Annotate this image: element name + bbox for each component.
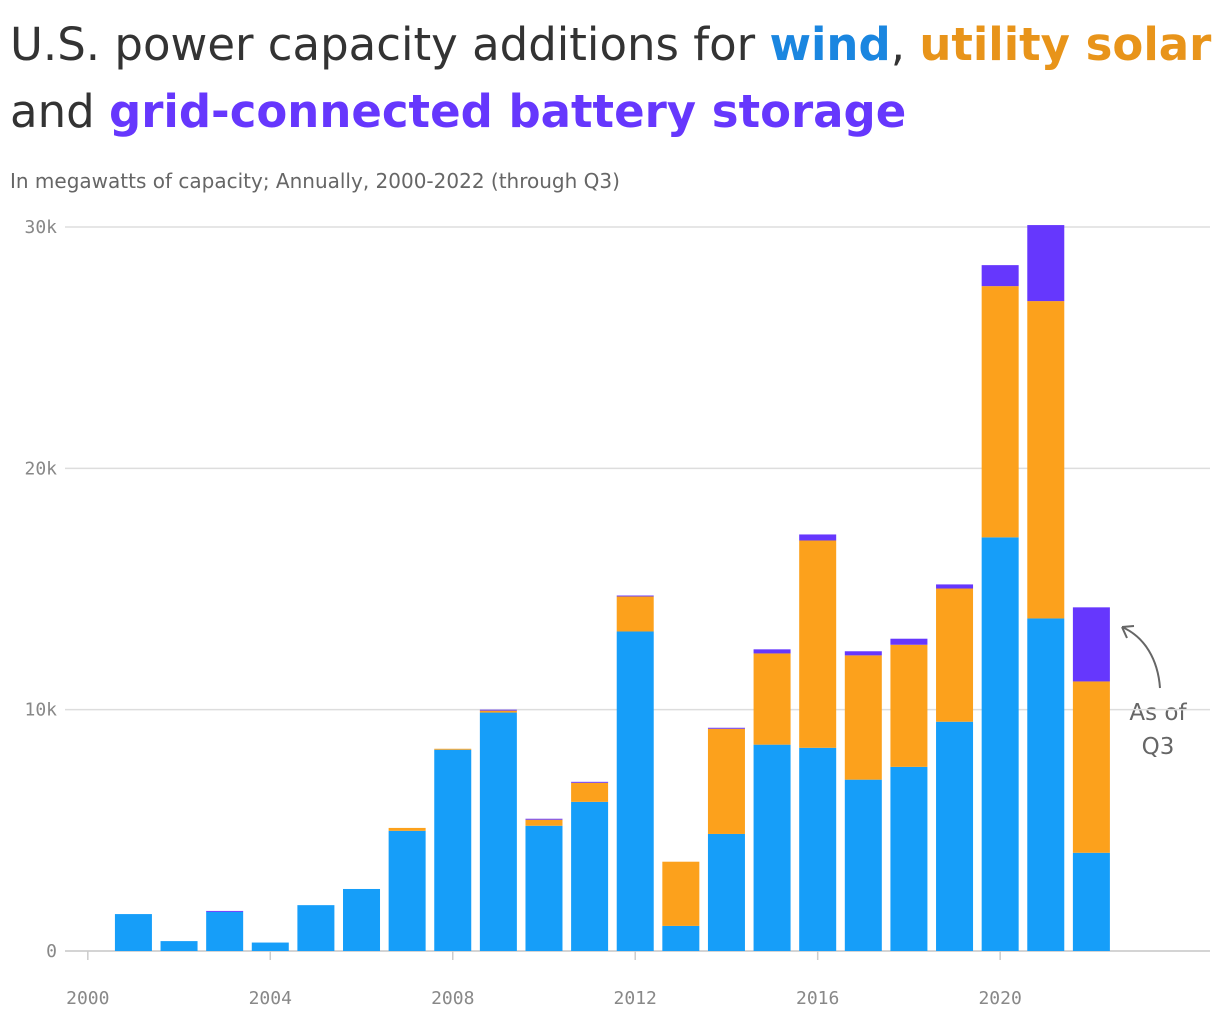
annotation: Q3 — [1142, 734, 1175, 760]
bar-segment — [525, 825, 563, 951]
y-tick-label: 30k — [24, 217, 57, 238]
title-text: , — [891, 18, 905, 71]
bar-segment — [662, 925, 700, 951]
bar-segment — [616, 595, 654, 597]
legend-entry: wind — [769, 18, 890, 71]
bar-segment — [1072, 681, 1110, 853]
bar-segment — [981, 265, 1019, 287]
bar-segment — [844, 779, 882, 951]
bar-segment — [114, 914, 152, 951]
y-tick-label: 10k — [24, 700, 57, 721]
x-tick-label: 2016 — [796, 988, 839, 1009]
bar-segment — [434, 748, 472, 750]
bar-segment — [707, 728, 745, 834]
bar-segment — [388, 827, 426, 831]
bar-segment — [525, 819, 563, 826]
bar-segment — [251, 942, 289, 951]
chart-title: and grid-connected battery storage — [10, 85, 906, 138]
x-tick-label: 2008 — [431, 988, 474, 1009]
bar-segment — [844, 655, 882, 780]
bar-segment — [616, 596, 654, 632]
x-tick-label: 2020 — [978, 988, 1021, 1009]
bar-segment — [799, 540, 837, 748]
bar-segment — [206, 910, 244, 912]
bar-segment — [799, 747, 837, 951]
bar-segment — [1027, 225, 1065, 302]
bar-segment — [616, 631, 654, 951]
y-tick-label: 20k — [24, 458, 57, 479]
chart-title: U.S. power capacity additions for wind, … — [10, 18, 1212, 71]
bar-segment — [388, 830, 426, 951]
bar-segment — [1072, 852, 1110, 951]
bar-segment — [479, 709, 517, 711]
bar-segment — [936, 588, 974, 722]
bar-segment — [707, 727, 745, 729]
bar-segment — [753, 653, 791, 745]
bar-segment — [1027, 301, 1065, 619]
bar-segment — [890, 638, 928, 645]
bar-segment — [707, 833, 745, 951]
x-tick-label: 2012 — [614, 988, 657, 1009]
y-tick-label: 0 — [46, 941, 57, 962]
bar-segment — [479, 712, 517, 951]
bar-segment — [799, 534, 837, 541]
bar-segment — [844, 651, 882, 656]
bar-segment — [434, 749, 472, 951]
legend-entry: utility solar — [919, 18, 1212, 71]
bar-segment — [160, 941, 198, 951]
bar-segment — [981, 286, 1019, 538]
bar-segment — [571, 801, 609, 951]
bar-segment — [1072, 607, 1110, 682]
bar-segment — [936, 584, 974, 589]
annotation: As of — [1129, 700, 1187, 726]
bar-segment — [343, 888, 381, 951]
bar-segment — [981, 537, 1019, 951]
bar-segment — [571, 782, 609, 802]
title-text: U.S. power capacity additions for — [10, 18, 756, 71]
bar-segment — [571, 781, 609, 783]
annotation-arrow — [1121, 625, 1161, 689]
chart-subtitle: In megawatts of capacity; Annually, 2000… — [10, 169, 620, 193]
bar-segment — [1027, 618, 1065, 951]
bar-segment — [890, 766, 928, 951]
bar-segment — [936, 721, 974, 951]
bar-segment — [479, 710, 517, 713]
x-tick-label: 2000 — [66, 988, 109, 1009]
bar-segment — [662, 861, 700, 926]
bar-segment — [206, 911, 244, 951]
bar-segment — [525, 818, 563, 820]
bar-segment — [753, 744, 791, 951]
legend-entry: grid-connected battery storage — [109, 85, 906, 138]
title-text: and — [10, 85, 95, 138]
bar-segment — [753, 649, 791, 654]
x-tick-label: 2004 — [249, 988, 292, 1009]
bar-segment — [297, 905, 335, 951]
bar-segment — [890, 644, 928, 767]
